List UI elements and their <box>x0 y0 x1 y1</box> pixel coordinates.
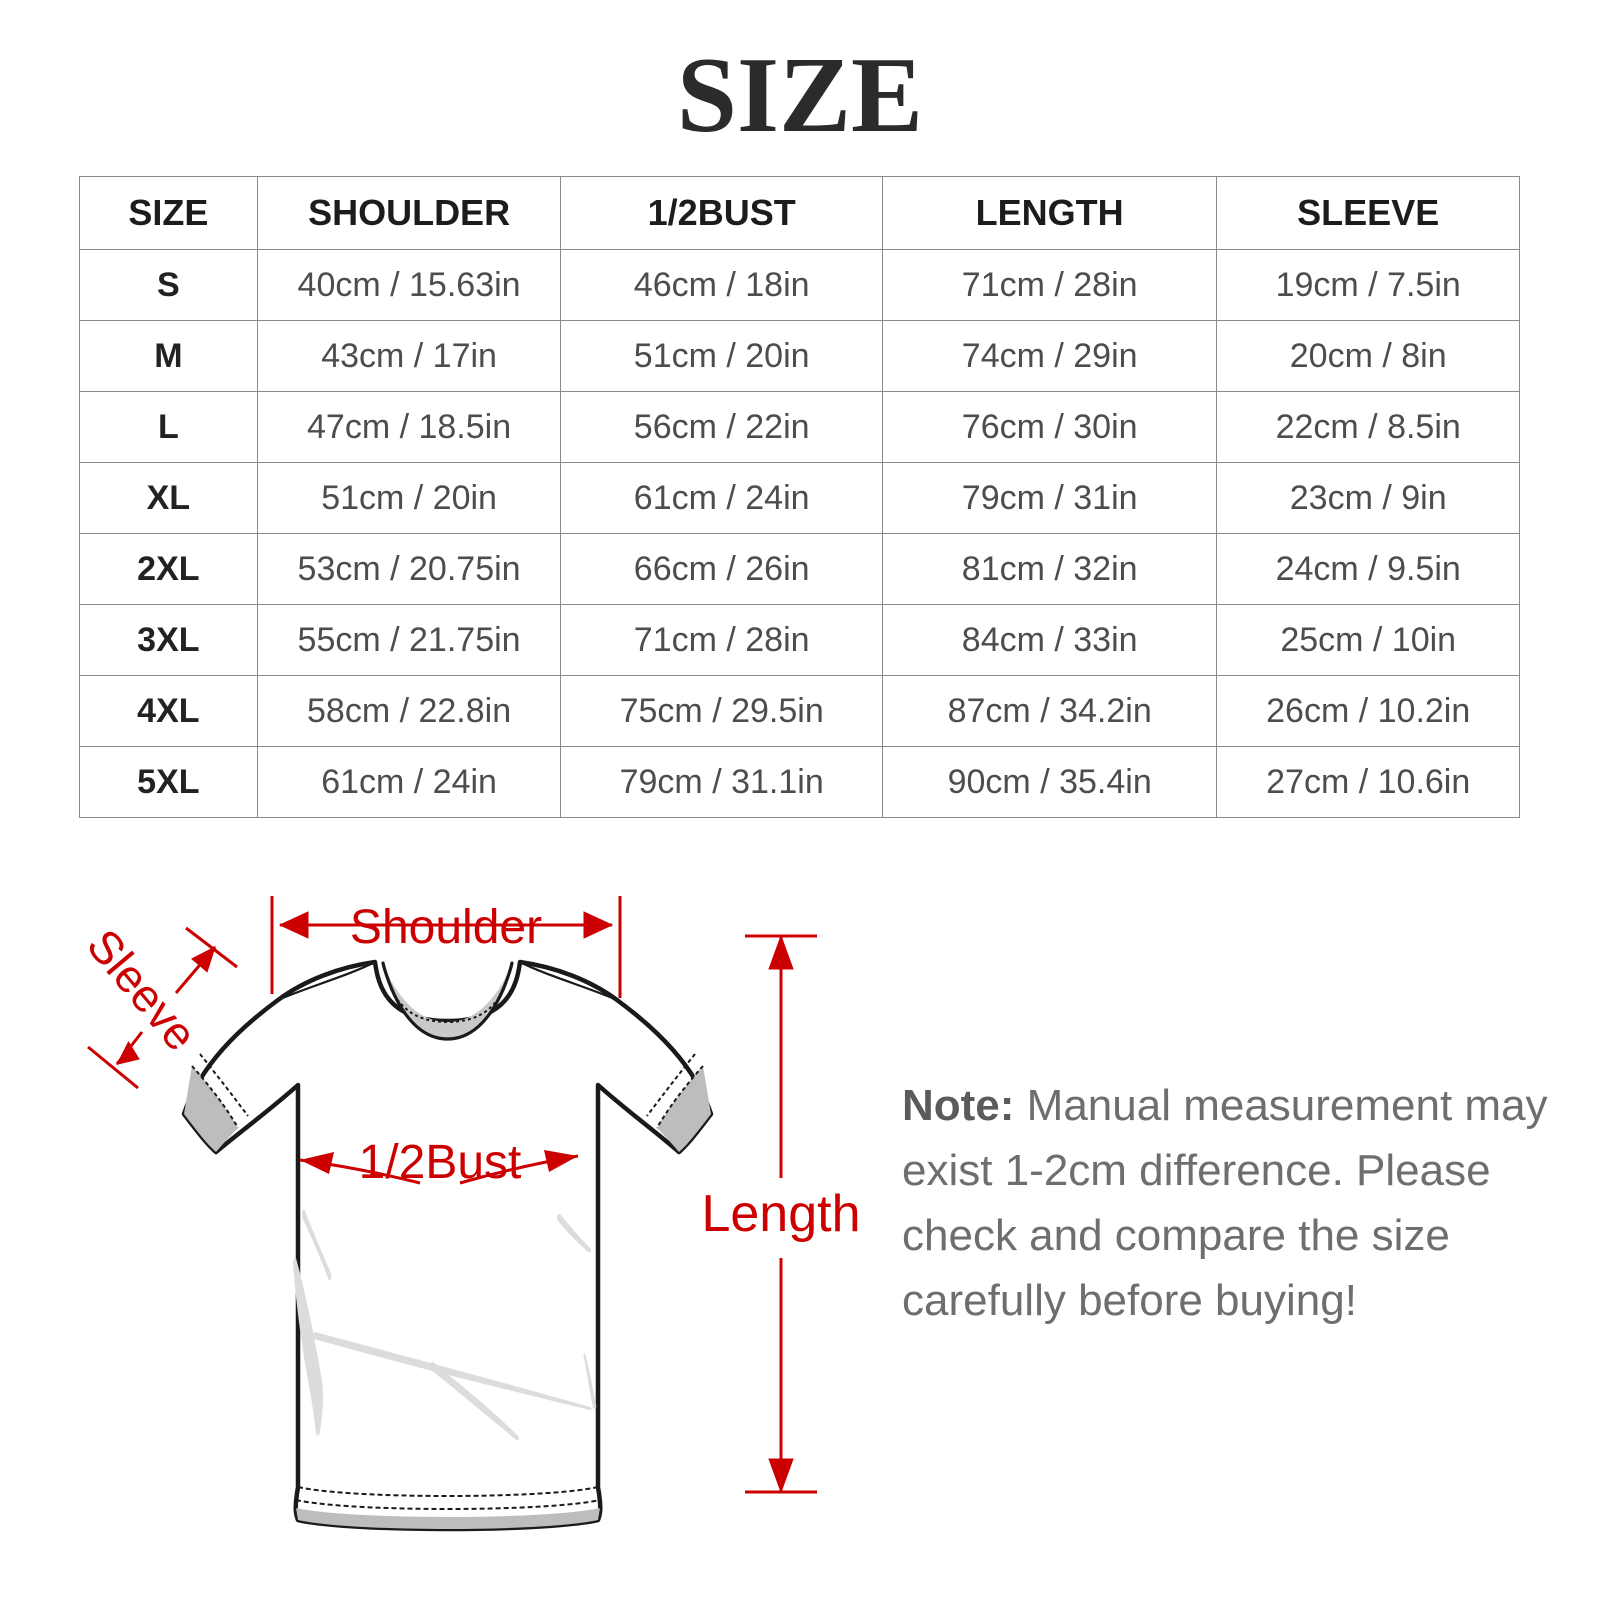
svg-text:Sleeve: Sleeve <box>77 919 207 1060</box>
svg-text:Length: Length <box>701 1185 860 1243</box>
svg-text:Shoulder: Shoulder <box>350 901 542 954</box>
svg-text:1/2Bust: 1/2Bust <box>359 1136 522 1189</box>
